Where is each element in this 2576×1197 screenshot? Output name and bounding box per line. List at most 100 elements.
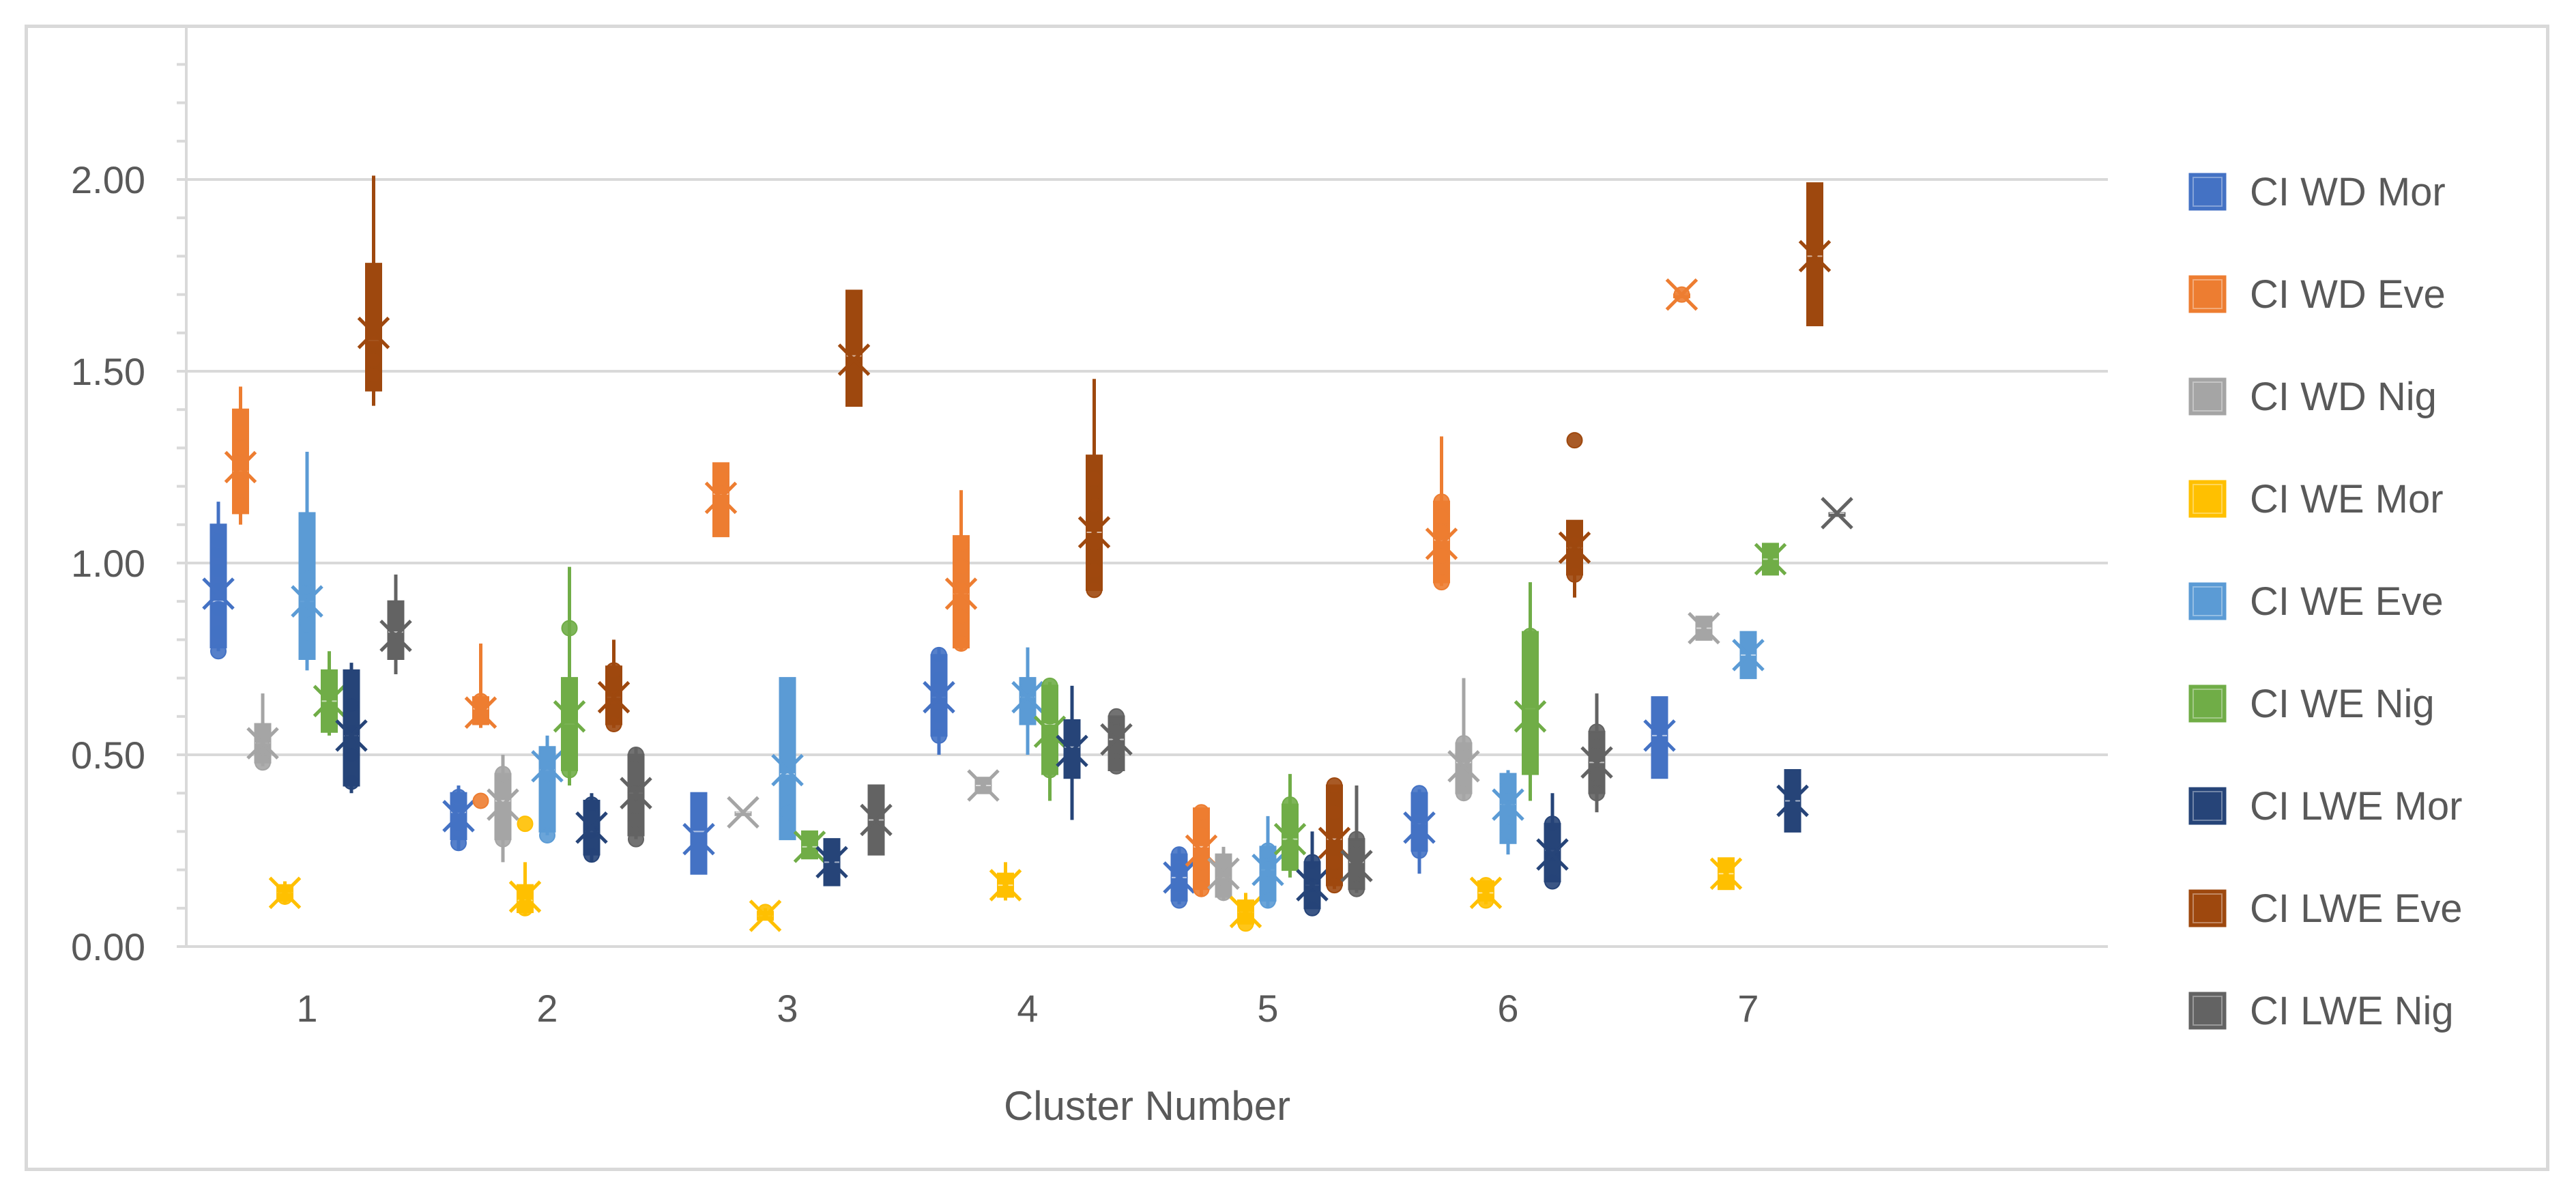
- legend-swatch: [2188, 275, 2227, 313]
- box-plot: [837, 289, 871, 407]
- mean-marker: [967, 769, 1000, 802]
- box-plot: [1318, 777, 1351, 894]
- legend-swatch: [2188, 582, 2227, 620]
- series-ci-wd-nig: [246, 611, 1720, 902]
- legend-swatch-highlight: [2193, 996, 2223, 1026]
- mean-marker: [704, 481, 738, 515]
- legend-label: CI WD Eve: [2250, 272, 2446, 317]
- data-point: [1326, 804, 1343, 821]
- data-point: [1326, 777, 1343, 794]
- data-point: [210, 624, 227, 641]
- legend-item[interactable]: CI WD Eve: [2188, 272, 2446, 317]
- data-point: [1304, 854, 1320, 871]
- legend-item[interactable]: CI LWE Eve: [2188, 886, 2463, 931]
- data-point: [931, 646, 947, 663]
- data-point: [583, 823, 600, 840]
- data-point: [1086, 470, 1103, 487]
- legend-label: CI WE Nig: [2250, 682, 2435, 726]
- data-point: [1411, 842, 1428, 859]
- box-plot: [1100, 708, 1133, 775]
- data-point: [232, 478, 249, 495]
- mean-marker: [1754, 543, 1787, 576]
- legend-swatch: [2188, 480, 2227, 518]
- mean-marker: [1403, 811, 1436, 844]
- y-tick-label: 0.00: [71, 925, 145, 968]
- data-point: [953, 558, 970, 575]
- mean-marker: [1447, 750, 1480, 783]
- mean-marker: [1688, 611, 1720, 645]
- data-point: [1041, 738, 1058, 755]
- box-plot: [291, 452, 323, 671]
- mean-marker: [379, 620, 412, 652]
- data-point: [365, 366, 382, 384]
- data-point: [757, 904, 774, 921]
- box-plot: [793, 830, 826, 863]
- data-point: [343, 747, 360, 763]
- mean-marker: [1492, 788, 1524, 821]
- legend-swatch: [2188, 889, 2227, 927]
- data-point: [1522, 662, 1539, 679]
- legend-item[interactable]: CI WE Nig: [2188, 682, 2435, 726]
- legend-item[interactable]: CI WD Mor: [2188, 170, 2446, 214]
- mean-marker: [1536, 838, 1569, 871]
- box-plot: [1296, 831, 1329, 917]
- mean-marker: [923, 680, 955, 714]
- data-point: [495, 831, 511, 848]
- box-plot: [727, 796, 759, 829]
- box-plot: [1403, 785, 1436, 874]
- data-point: [472, 792, 489, 809]
- mean-marker: [944, 577, 978, 610]
- data-point: [1193, 880, 1210, 897]
- legend-label: CI LWE Eve: [2250, 886, 2463, 931]
- data-point: [712, 470, 729, 487]
- data-point: [539, 766, 555, 783]
- data-point: [343, 696, 360, 713]
- box-plot: [1229, 893, 1262, 932]
- data-point: [299, 616, 315, 633]
- mean-marker: [1709, 857, 1743, 890]
- box-plot: [268, 876, 302, 910]
- legend-item[interactable]: CI LWE Mor: [2188, 784, 2463, 828]
- box-plot: [1251, 816, 1284, 909]
- data-point: [1260, 892, 1276, 909]
- mean-marker: [464, 696, 497, 729]
- legend-item[interactable]: CI WE Eve: [2188, 579, 2444, 624]
- box-plot: [620, 747, 652, 848]
- legend-item[interactable]: CI LWE Nig: [2188, 989, 2454, 1033]
- box-plot: [1754, 543, 1787, 576]
- mean-marker: [335, 719, 368, 752]
- legend-label: CI WE Mor: [2250, 477, 2444, 521]
- x-tick-label: 7: [1737, 987, 1759, 1030]
- data-point: [1477, 892, 1494, 909]
- box-plot: [202, 502, 235, 660]
- series-ci-we-mor: [268, 816, 1743, 932]
- mean-marker: [1798, 240, 1832, 273]
- data-point: [561, 620, 578, 637]
- data-point: [1544, 873, 1561, 890]
- data-point: [1108, 738, 1125, 755]
- legend-label: CI WE Eve: [2250, 579, 2444, 624]
- box-plot: [1185, 804, 1218, 897]
- mean-marker: [1011, 680, 1044, 714]
- mean-marker: [1273, 822, 1307, 856]
- data-point: [1041, 677, 1058, 694]
- data-point: [1589, 723, 1605, 740]
- data-point: [343, 723, 360, 740]
- series-ci-wd-mor: [202, 502, 1676, 909]
- data-point: [1477, 877, 1494, 894]
- data-point: [539, 747, 555, 763]
- box-plot: [531, 735, 564, 844]
- box-plot: [313, 651, 346, 736]
- mean-marker: [815, 846, 848, 879]
- x-axis-title: Cluster Number: [1004, 1083, 1290, 1129]
- data-point: [450, 816, 467, 833]
- mean-marker: [771, 753, 804, 787]
- mean-marker: [1100, 723, 1133, 756]
- data-point: [1041, 708, 1058, 725]
- legend-item[interactable]: CI WE Mor: [2188, 477, 2444, 521]
- legend-item[interactable]: CI WD Nig: [2188, 375, 2437, 419]
- mean-marker: [1776, 784, 1809, 818]
- mean-marker: [202, 577, 235, 610]
- data-point: [561, 719, 578, 736]
- data-point: [953, 581, 970, 598]
